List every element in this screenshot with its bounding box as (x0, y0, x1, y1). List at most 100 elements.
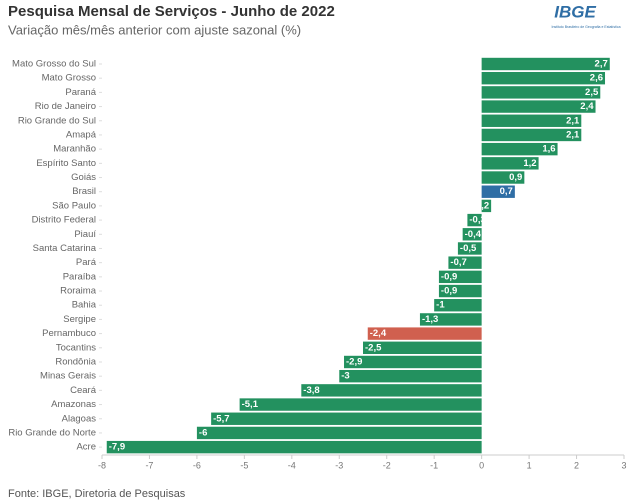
chart-subtitle: Variação mês/mês anterior com ajuste saz… (8, 22, 301, 37)
category-label: Rondônia (55, 357, 96, 368)
bar (106, 440, 482, 454)
category-label: Alagoas (62, 413, 97, 424)
bar (462, 228, 482, 241)
value-label: 2,1 (566, 129, 580, 140)
category-label: Amazonas (51, 399, 96, 410)
value-label: 2,7 (595, 59, 608, 70)
value-label: -5,7 (213, 413, 229, 424)
category-label: São Paulo (52, 200, 96, 211)
x-tick-label: -5 (240, 460, 248, 470)
value-label: 1,2 (523, 158, 536, 169)
category-label: Paraná (65, 87, 96, 98)
bar (457, 242, 482, 255)
category-label: Espírito Santo (36, 158, 96, 169)
category-label: Bahia (72, 300, 97, 311)
value-label: -2,5 (365, 342, 382, 353)
x-tick-label: 0 (479, 460, 484, 470)
x-tick-label: -2 (383, 460, 391, 470)
value-label: 1,6 (542, 144, 555, 155)
category-label: Paraíba (63, 271, 97, 282)
x-tick-label: -8 (98, 460, 106, 470)
category-label: Roraima (60, 286, 97, 297)
bar (481, 86, 601, 99)
bar (481, 57, 610, 71)
category-label: Brasil (72, 186, 96, 197)
value-label: -6 (199, 427, 207, 438)
category-label: Piauí (74, 229, 96, 240)
category-label: Acre (76, 442, 96, 453)
bar (481, 114, 582, 127)
bar (339, 369, 482, 383)
category-label: Mato Grosso (42, 73, 96, 84)
category-label: Pernambuco (42, 328, 96, 339)
bar (239, 398, 482, 411)
value-label: -2,9 (346, 357, 362, 368)
value-label: -2,4 (370, 328, 387, 339)
x-tick-label: 2 (574, 460, 579, 470)
value-label: 2,1 (566, 115, 580, 126)
x-tick-label: 3 (621, 460, 626, 470)
category-label: Ceará (70, 385, 97, 396)
value-label: -7,9 (109, 442, 125, 453)
value-label: -0,9 (441, 286, 457, 297)
bar (419, 313, 482, 326)
category-label: Minas Gerais (40, 371, 96, 382)
category-label: Goiás (71, 172, 96, 183)
bar (448, 256, 482, 269)
value-label: -0,5 (460, 243, 477, 254)
logo: IBGE (554, 2, 596, 21)
category-label: Santa Catarina (33, 243, 97, 254)
category-label: Mato Grosso do Sul (12, 59, 96, 70)
bar (363, 341, 482, 354)
bar (467, 213, 482, 227)
logo-subtitle: Instituto Brasileiro de Geografia e Esta… (551, 25, 620, 29)
value-label: -0,3 (469, 215, 485, 226)
x-tick-label: -3 (335, 460, 343, 470)
value-label: 0,2 (476, 200, 489, 211)
category-label: Pará (76, 257, 97, 268)
bar (434, 299, 482, 312)
value-label: -0,4 (465, 229, 482, 240)
value-label: 0,7 (500, 186, 513, 197)
bar (344, 355, 482, 369)
value-label: 2,4 (580, 101, 594, 112)
value-label: -3 (341, 371, 349, 382)
x-tick-label: -7 (145, 460, 153, 470)
value-label: -1 (436, 300, 445, 311)
bar (481, 171, 525, 184)
bar (481, 142, 558, 156)
category-label: Distrito Federal (32, 215, 96, 226)
source: Fonte: IBGE, Diretoria de Pesquisas (8, 488, 186, 500)
category-label: Tocantins (56, 342, 96, 353)
category-label: Rio de Janeiro (35, 101, 96, 112)
category-label: Sergipe (63, 314, 96, 325)
bar (481, 157, 539, 170)
x-tick-label: -6 (193, 460, 201, 470)
value-label: -3,8 (303, 385, 319, 396)
bar (481, 185, 515, 198)
category-label: Amapá (66, 129, 97, 140)
bar (481, 71, 606, 85)
value-label: 2,5 (585, 87, 599, 98)
category-label: Rio Grande do Sul (18, 115, 96, 126)
value-label: -1,3 (422, 314, 438, 325)
x-tick-label: 1 (527, 460, 532, 470)
bar (481, 100, 596, 113)
bar (481, 128, 582, 142)
bar (301, 384, 482, 397)
value-label: -5,1 (242, 399, 259, 410)
x-tick-label: -1 (430, 460, 438, 470)
chart-title: Pesquisa Mensal de Serviços - Junho de 2… (8, 3, 335, 20)
x-tick-label: -4 (288, 460, 296, 470)
bar (438, 270, 482, 284)
value-label: 0,9 (509, 172, 522, 183)
category-label: Rio Grande do Norte (8, 427, 96, 438)
bar (211, 412, 482, 425)
category-label: Maranhão (53, 144, 96, 155)
bar (481, 199, 492, 213)
value-label: -0,7 (450, 257, 466, 268)
bar (438, 284, 482, 298)
value-label: 2,6 (590, 73, 603, 84)
bar (367, 327, 482, 340)
